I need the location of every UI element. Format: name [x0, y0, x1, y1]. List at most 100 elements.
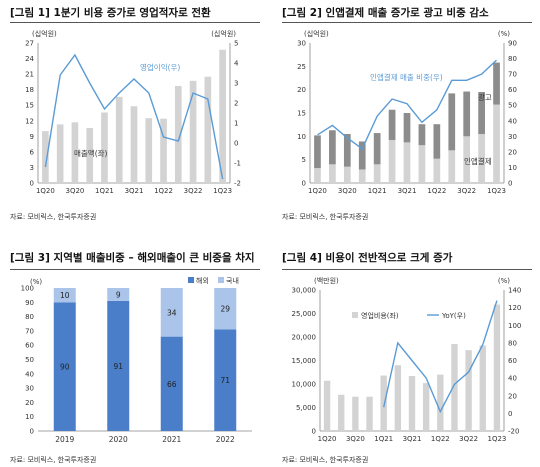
bar-국내 — [53, 288, 76, 303]
right-tick-label: 80 — [508, 55, 517, 63]
bar-매출액(좌) — [160, 118, 167, 183]
left-unit-label: (십억원) — [32, 29, 57, 38]
bar-영업비용(좌) — [493, 304, 501, 431]
bar-영업비용(좌) — [380, 375, 387, 431]
bar-매출액(좌) — [56, 124, 64, 183]
figure-4-title-rule — [282, 269, 532, 270]
left-tick-label: 100 — [21, 285, 34, 293]
right-tick-label: 100 — [508, 322, 521, 330]
bar-인앱결제 — [448, 93, 456, 151]
bar-매출액(좌) — [101, 112, 108, 183]
right-tick-label: 60 — [508, 357, 517, 365]
left-tick-label: 70 — [25, 327, 34, 335]
bar-매출액(좌) — [86, 128, 94, 183]
bar-해외 — [107, 300, 130, 431]
left-tick-label: 10 — [297, 133, 306, 141]
right-tick-label: 3 — [234, 80, 238, 88]
figure-3-title: [그림 3] 지역별 매출비중 – 해외매출이 큰 비중을 차지 — [10, 252, 255, 264]
right-tick-label: 20 — [508, 392, 517, 400]
x-tick-label: 3Q22 — [457, 187, 476, 195]
x-tick-label: 1Q23 — [487, 435, 506, 443]
bar-영업비용(좌) — [352, 396, 359, 431]
x-tick-label: 3Q21 — [125, 187, 144, 195]
left-tick-label: 10,000 — [292, 381, 317, 389]
legend-swatch — [352, 312, 358, 318]
legend-label: 해외 — [196, 276, 209, 285]
bar-광고 — [388, 140, 396, 183]
left-tick-label: 30,000 — [292, 287, 317, 295]
bar-영업비용(좌) — [465, 350, 472, 431]
legend-label: 국내 — [226, 276, 239, 285]
right-tick-label: 0 — [508, 180, 512, 188]
bar-인앱결제 — [373, 133, 381, 165]
bar-영업비용(좌) — [437, 374, 444, 431]
right-tick-label: 140 — [508, 287, 521, 295]
bar-광고 — [433, 158, 441, 183]
left-tick-label: 21 — [25, 71, 34, 79]
left-tick-label: 15 — [297, 110, 306, 118]
left-tick-label: 25,000 — [292, 310, 317, 318]
left-tick-label: 24 — [25, 55, 34, 63]
right-tick-label: 90 — [508, 40, 517, 48]
left-tick-label: 0 — [30, 180, 34, 188]
figure-4-panel: [그림 4] 비용이 전반적으로 크게 증가 (백만원) (%) 0 5,000 10,… — [282, 242, 532, 467]
x-tick-label: 3Q21 — [403, 435, 422, 443]
bar-광고 — [463, 136, 471, 183]
figure-1-title: [그림 1] 1분기 비용 증가로 영업적자로 전환 — [10, 7, 211, 19]
right-tick-label: 5 — [234, 40, 238, 48]
left-tick-label: 0 — [312, 428, 316, 436]
bar-매출액(좌) — [42, 131, 49, 183]
bar-매출액(좌) — [71, 122, 79, 183]
bar-광고 — [403, 142, 411, 183]
left-tick-label: 15,000 — [292, 357, 317, 365]
left-tick-label: 25 — [297, 63, 306, 71]
figure-4-chart: (백만원) (%) 0 5,000 10,000 15,000 20,000 25,000 30… — [292, 276, 522, 443]
figure-3-title-rule — [10, 269, 260, 270]
bar-광고 — [418, 145, 426, 183]
right-tick-label: 80 — [508, 339, 517, 347]
bar-영업비용(좌) — [323, 380, 331, 431]
bar-매출액(좌) — [145, 118, 153, 183]
bar-광고 — [343, 166, 351, 183]
left-tick-label: 40 — [25, 370, 34, 378]
x-tick-label: 1Q22 — [154, 187, 173, 195]
left-tick-label: 60 — [25, 342, 34, 350]
bar-인앱결제 — [493, 62, 500, 105]
figure-2-chart: (십억원) (%) 0 5 10 15 20 25 30 0 10 20 30 40 50 60 70 80 90 1… — [297, 29, 517, 195]
bar-국내 — [160, 288, 183, 337]
x-tick-label: 2022 — [216, 435, 235, 444]
x-tick-label: 1Q21 — [374, 435, 393, 443]
right-tick-label: 40 — [508, 117, 517, 125]
right-tick-label: 50 — [508, 102, 517, 110]
bar-인앱결제 — [418, 124, 426, 146]
x-tick-label: 3Q22 — [459, 435, 478, 443]
x-tick-label: 1Q20 — [36, 187, 55, 195]
bar-광고 — [448, 150, 456, 183]
series-label: 광고 — [478, 92, 492, 102]
bar-해외 — [160, 336, 183, 431]
x-tick-label: 2020 — [109, 435, 128, 444]
bar-인앱결제 — [329, 130, 336, 165]
right-tick-label: -2 — [234, 180, 241, 188]
bar-국내 — [214, 288, 237, 330]
legend-swatch — [218, 277, 224, 283]
bar-매출액(좌) — [219, 49, 226, 183]
figure-4-source: 자료: 모비릭스, 한국투자증권 — [282, 456, 369, 464]
figure-4-title: [그림 4] 비용이 전반적으로 크게 증가 — [282, 252, 453, 264]
bar-영업비용(좌) — [422, 383, 430, 431]
bar-영업비용(좌) — [451, 344, 458, 431]
right-tick-label: 40 — [508, 375, 517, 383]
right-tick-label: 120 — [508, 304, 521, 312]
left-tick-label: 80 — [25, 313, 34, 321]
right-tick-label: 0 — [508, 410, 512, 418]
figure-2-title-rule — [282, 22, 532, 23]
x-tick-label: 2021 — [162, 435, 181, 444]
right-tick-label: 70 — [508, 71, 517, 79]
data-label: 91 — [113, 362, 123, 371]
line-인앱결제 매출 비중(우) — [317, 59, 497, 150]
left-tick-label: 90 — [25, 299, 34, 307]
x-tick-label: 1Q21 — [95, 187, 114, 195]
x-tick-label: 3Q20 — [338, 187, 357, 195]
data-label: 90 — [60, 363, 70, 372]
left-tick-label: 5,000 — [296, 404, 316, 412]
